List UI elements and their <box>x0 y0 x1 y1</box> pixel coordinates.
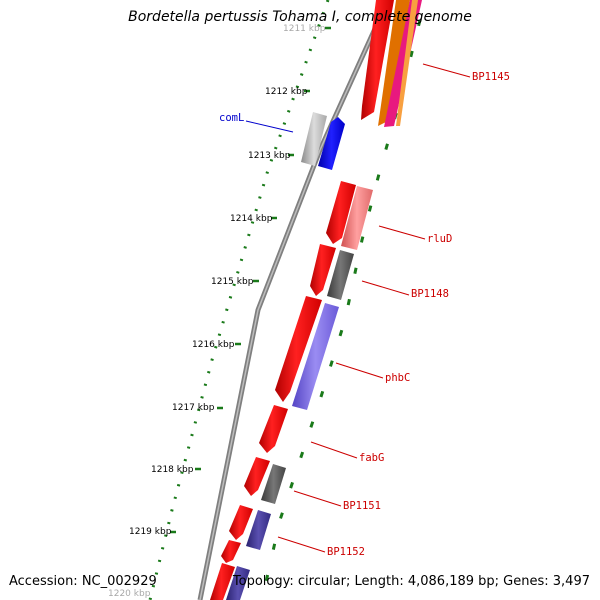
scale-label-1215: 1215 kbp <box>211 277 254 287</box>
scale-label-1219: 1219 kbp <box>129 527 172 537</box>
scale-label-1217: 1217 kbp <box>172 403 215 413</box>
gene-arrow-BP1151[interactable] <box>261 464 286 504</box>
scale-label-1216: 1216 kbp <box>192 340 235 350</box>
gene-arrow[interactable] <box>210 563 235 600</box>
gene-features <box>210 0 422 600</box>
gene-label-BP1151[interactable]: BP1151 <box>343 500 381 512</box>
scale-label-1213: 1213 kbp <box>248 151 291 161</box>
gene-arrow[interactable] <box>221 540 241 563</box>
label-leaders <box>245 63 471 553</box>
scale-label-1218: 1218 kbp <box>151 465 194 475</box>
gene-label-BP1145[interactable]: BP1145 <box>472 71 510 83</box>
scale-ruler <box>148 0 330 600</box>
gene-arrow-rluD[interactable] <box>341 186 373 250</box>
gene-arrow[interactable] <box>378 0 410 126</box>
scale-label-1211: 1211 kbp <box>283 24 326 34</box>
scale-label-1220: 1220 kbp <box>108 589 151 599</box>
gene-arrow-comL-light[interactable] <box>301 112 327 166</box>
topology-text: Topology: circular; Length: 4,086,189 bp… <box>232 574 590 589</box>
gene-arrow-fabG[interactable] <box>259 405 288 453</box>
gene-arrow-BP1152[interactable] <box>246 510 271 550</box>
scale-label-1214: 1214 kbp <box>230 214 273 224</box>
gene-arrow[interactable] <box>226 566 250 600</box>
gene-label-BP1152[interactable]: BP1152 <box>327 546 365 558</box>
gene-label-BP1148[interactable]: BP1148 <box>411 288 449 300</box>
genome-backbone-highlight <box>199 0 389 600</box>
gene-arrow-BP1148[interactable] <box>327 250 354 300</box>
map-title: Bordetella pertussis Tohama I, complete … <box>128 9 472 25</box>
gene-arrow[interactable] <box>361 0 394 120</box>
scale-label-1212: 1212 kbp <box>265 87 308 97</box>
gene-arrow[interactable] <box>229 505 253 540</box>
gene-label-fabG[interactable]: fabG <box>359 452 384 464</box>
gene-arrow-phbC[interactable] <box>292 303 339 410</box>
gene-arrow[interactable] <box>396 0 418 126</box>
gene-arrow[interactable] <box>310 244 336 296</box>
gene-label-rluD[interactable]: rluD <box>427 233 452 245</box>
gene-arrow[interactable] <box>326 181 356 244</box>
gene-arrow[interactable] <box>275 296 322 402</box>
gene-label-phbC[interactable]: phbC <box>385 372 410 384</box>
accession-text: Accession: NC_002929 <box>9 574 157 589</box>
gene-arrow[interactable] <box>244 457 270 496</box>
gene-arrow-comL[interactable] <box>318 117 345 170</box>
scale-ticks <box>170 26 331 534</box>
gene-label-comL[interactable]: comL <box>219 112 244 124</box>
